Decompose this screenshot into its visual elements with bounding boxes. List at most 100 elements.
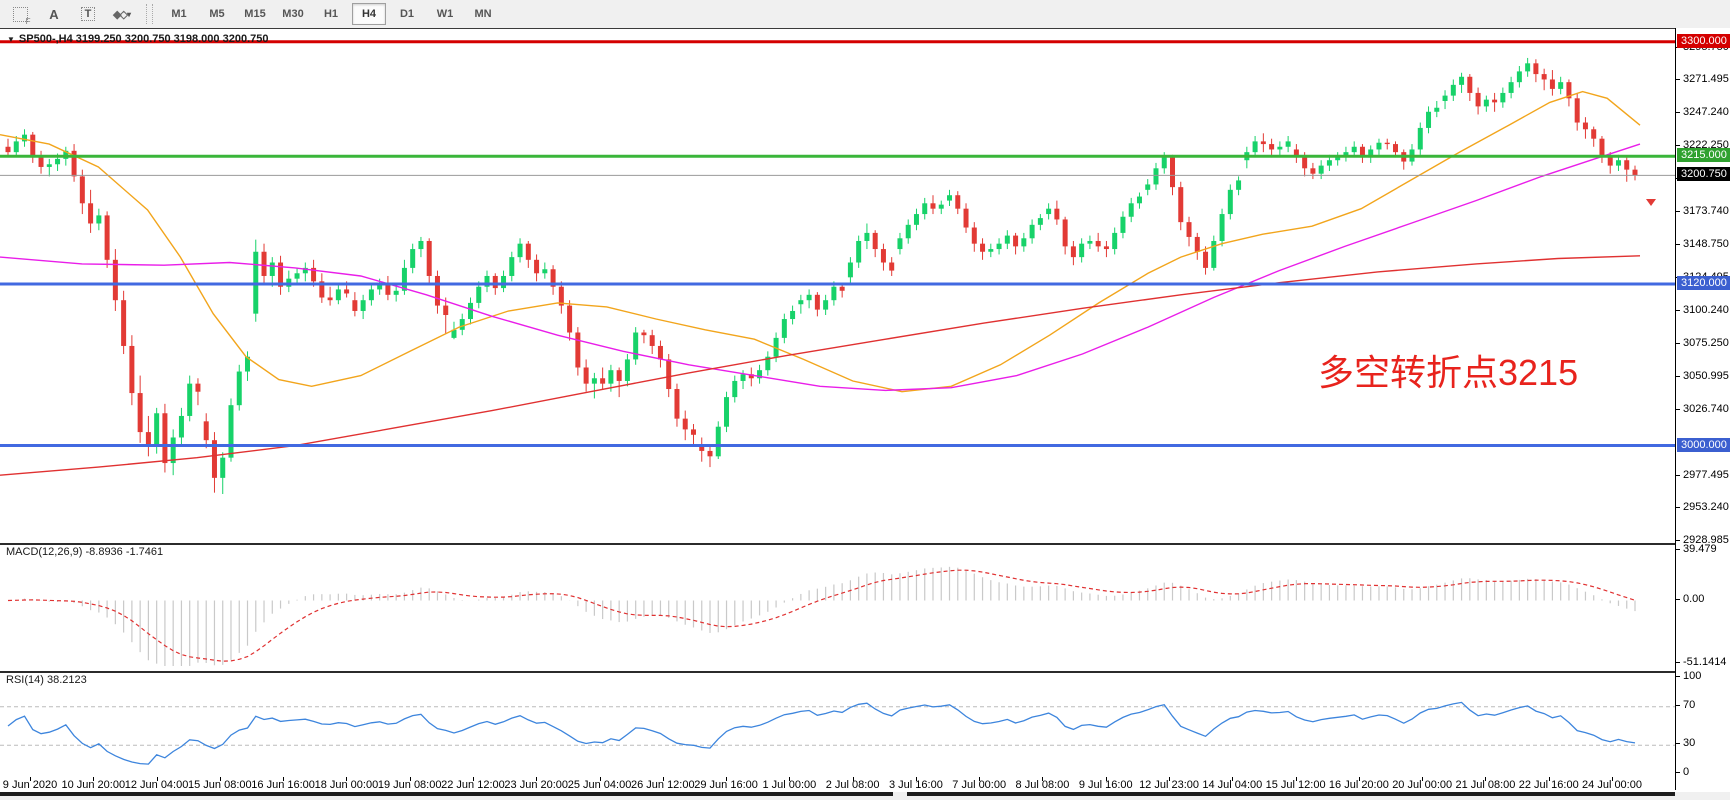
- time-tick: [1232, 777, 1234, 781]
- tf-button-h4[interactable]: H4: [352, 3, 386, 25]
- time-tick: [979, 777, 981, 781]
- candle-body: [963, 208, 969, 228]
- candle-body: [1095, 240, 1101, 247]
- rsi-line: [7, 701, 1636, 765]
- grid-anchor-icon[interactable]: F: [6, 2, 34, 26]
- time-tick: [156, 777, 158, 781]
- candle-body: [955, 195, 961, 209]
- candle-body: [385, 284, 391, 295]
- price-tick-label: 3173.740: [1683, 204, 1729, 217]
- macd-tick-label: -51.1414: [1683, 656, 1727, 669]
- candle-body: [426, 240, 432, 276]
- candle-body: [1037, 218, 1043, 225]
- time-tick: [536, 777, 538, 781]
- tf-button-h1[interactable]: H1: [323, 8, 339, 20]
- candle-body: [798, 300, 804, 305]
- price-chart-pane[interactable]: [0, 28, 1675, 542]
- candle-body: [1351, 146, 1357, 153]
- time-tick: [472, 777, 474, 781]
- candle-body: [600, 378, 606, 384]
- candle-body: [22, 134, 28, 142]
- chart-title: ▼ SP500-,H4 3199.250 3200.750 3198.000 3…: [7, 33, 268, 45]
- tf-button-d1[interactable]: D1: [399, 8, 415, 20]
- price-tick-label: 2977.495: [1683, 468, 1729, 481]
- candle-body: [1260, 141, 1266, 145]
- candle-body: [327, 297, 333, 301]
- candle-body: [261, 251, 267, 276]
- tf-button-m5[interactable]: M5: [209, 8, 225, 20]
- price-tick-label: 3075.250: [1683, 337, 1729, 350]
- candle-body: [1194, 236, 1200, 252]
- candle-body: [1326, 160, 1332, 166]
- rsi-canvas[interactable]: [0, 673, 1675, 776]
- macd-canvas[interactable]: [0, 545, 1675, 669]
- candle-body: [567, 305, 573, 333]
- candle-body: [360, 300, 366, 311]
- candle-body: [1004, 235, 1010, 244]
- tf-button-w1[interactable]: W1: [436, 8, 454, 20]
- candle-body: [1574, 98, 1580, 123]
- candle-body: [550, 269, 556, 287]
- candle-body: [459, 319, 465, 330]
- time-tick-label: 9 Jun 2020: [2, 779, 58, 791]
- candle-body: [211, 440, 217, 478]
- candle-body: [1376, 142, 1382, 150]
- shapes-tool-icon[interactable]: ◆◇ ▾: [113, 8, 131, 21]
- candle-body: [203, 421, 209, 441]
- macd-signal-line: [7, 569, 1636, 662]
- candle-body: [880, 249, 886, 263]
- candle-body: [1417, 127, 1423, 150]
- candlestick-canvas[interactable]: [0, 29, 1675, 542]
- candle-body: [1508, 82, 1514, 93]
- candle-body: [278, 262, 284, 287]
- price-badge-3000.000: 3000.000: [1677, 437, 1730, 452]
- text-label-tool-icon[interactable]: A: [49, 6, 59, 22]
- candle-body: [1615, 160, 1621, 166]
- rsi-indicator-pane[interactable]: [0, 671, 1675, 780]
- candle-body: [1186, 222, 1192, 237]
- candle-body: [319, 281, 325, 298]
- candle-body: [377, 284, 383, 290]
- candle-body: [1062, 219, 1068, 247]
- tf-button-m1[interactable]: M1: [171, 8, 187, 20]
- candle-body: [129, 345, 135, 394]
- candle-body: [509, 257, 515, 276]
- time-tick-label: 15 Jun 08:00: [188, 779, 252, 791]
- macd-tick-label: 0.00: [1683, 592, 1705, 605]
- candle-body: [467, 302, 473, 320]
- time-tick-label: 12 Jul 23:00: [1139, 779, 1199, 791]
- macd-indicator-pane[interactable]: [0, 543, 1675, 671]
- tf-button-mn[interactable]: MN: [474, 8, 492, 20]
- candle-body: [476, 286, 482, 303]
- candle-body: [1359, 146, 1365, 158]
- candle-body: [1442, 95, 1448, 102]
- candle-body: [781, 319, 787, 338]
- price-tick: [1676, 145, 1680, 147]
- price-tick-label: 3050.995: [1683, 369, 1729, 382]
- candle-body: [1467, 76, 1473, 93]
- candle-body: [104, 215, 110, 260]
- candle-body: [905, 224, 911, 239]
- time-tick: [726, 777, 728, 781]
- tf-button-m30[interactable]: M30: [282, 8, 304, 20]
- timeframe-button-group: M1 M5 M15 M30 H1 H4 D1 W1 MN: [160, 3, 502, 25]
- candle-body: [1087, 240, 1093, 244]
- candle-body: [1392, 144, 1398, 153]
- price-axis[interactable]: 3295.7503271.4953247.2403222.2503197.995…: [1675, 28, 1730, 790]
- candle-body: [1153, 168, 1159, 185]
- candle-body: [897, 238, 903, 250]
- candle-body: [393, 290, 399, 295]
- candle-body: [814, 294, 820, 310]
- candle-body: [55, 158, 61, 165]
- time-axis[interactable]: 9 Jun 2020 10 Jun 20:00 12 Jun 04:00 15 Jun…: [0, 777, 1675, 792]
- price-tick: [1676, 408, 1680, 410]
- tf-button-m15[interactable]: M15: [244, 8, 266, 20]
- candle-body: [1483, 99, 1489, 107]
- candle-body: [913, 214, 919, 225]
- candle-body: [443, 305, 449, 316]
- chevron-down-icon: ▾: [126, 9, 131, 19]
- candle-body: [311, 267, 317, 282]
- text-tool-icon[interactable]: T: [74, 2, 102, 26]
- window-edge-segment: [0, 792, 893, 796]
- candle-body: [608, 370, 614, 384]
